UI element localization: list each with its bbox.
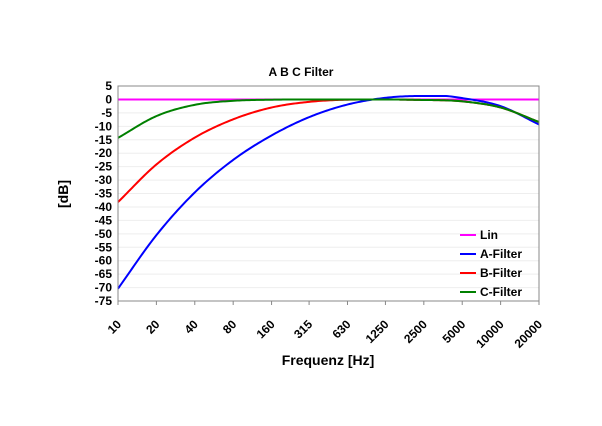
series-line-a-filter [117,94,540,290]
x-tick-label: 160 [254,317,278,341]
plot-frame [117,85,540,302]
y-tick-label: -15 [95,133,113,147]
y-tick-label: -65 [95,267,113,281]
x-tick-label: 630 [330,317,354,341]
x-tick-label: 2500 [401,317,430,346]
y-tick-label: -5 [101,106,112,120]
y-tick-label: -60 [95,254,113,268]
series-line-b-filter [117,98,540,203]
y-tick-label: -55 [95,240,113,254]
y-tick-label: -20 [95,146,113,160]
x-tick-label: 5000 [440,317,469,346]
x-tick-label: 10 [105,317,125,337]
legend: Lin A-Filter B-Filter C-Filter [460,228,522,299]
y-tick-label: -35 [95,187,113,201]
x-tick-label: 315 [291,317,315,341]
series-line-c-filter [117,98,540,139]
chart-title: A B C Filter [269,65,334,79]
grid-lines [118,85,539,302]
y-tick-label: -30 [95,173,113,187]
legend-label-a-filter: A-Filter [480,247,522,261]
y-tick-label: -45 [95,213,113,227]
y-tick-label: -25 [95,160,113,174]
legend-label-c-filter: C-Filter [480,285,522,299]
y-axis-label: [dB] [55,180,71,208]
y-tick-label: 0 [105,92,112,106]
x-tick-label: 10000 [473,317,507,351]
legend-label-lin: Lin [480,228,498,242]
y-tick-label: -70 [95,281,113,295]
x-tick-label: 1250 [363,317,392,346]
x-axis-label: Frequenz [Hz] [282,352,375,368]
y-tick-label: -50 [95,227,113,241]
y-tick-labels: 50-5-10-15-20-25-30-35-40-45-50-55-60-65… [95,79,113,308]
x-tick-label: 80 [220,317,240,337]
x-tick-labels: 10 20 40 80 160 315 630 1250 2500 5000 10000 20000 [105,301,546,351]
series-lines [117,94,540,290]
y-tick-label: -75 [95,294,113,308]
legend-label-b-filter: B-Filter [480,266,522,280]
x-tick-label: 20000 [512,317,546,351]
y-tick-label: 5 [105,79,112,93]
x-tick-label: 40 [182,317,202,337]
y-tick-label: -10 [95,119,113,133]
y-tick-label: -40 [95,200,113,214]
x-tick-label: 20 [143,317,163,337]
